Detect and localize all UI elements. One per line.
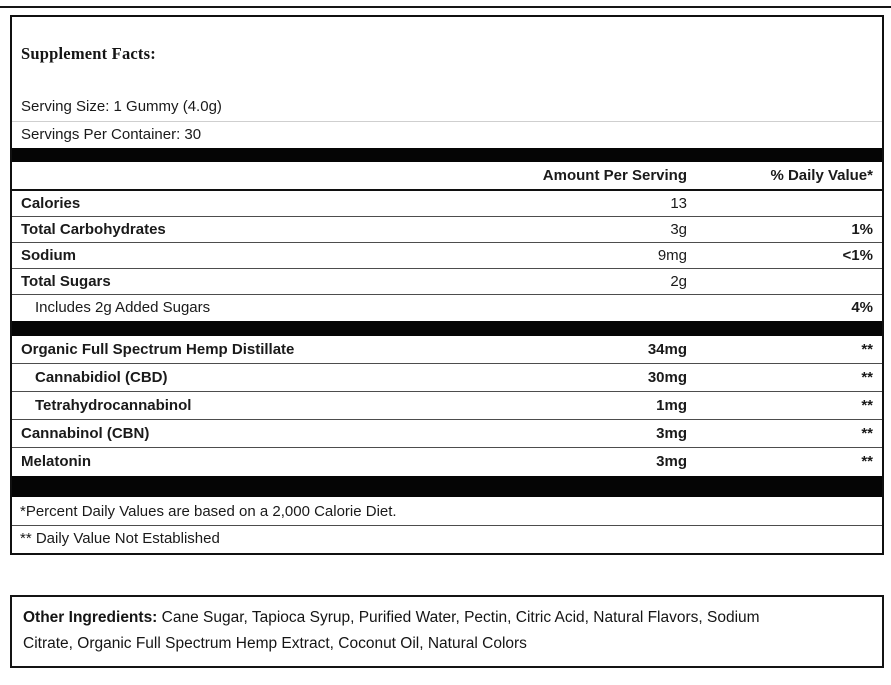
row-amount: 3g bbox=[670, 221, 687, 238]
supplement-row-melatonin: Melatonin 3mg ** bbox=[12, 448, 882, 476]
row-amount: 34mg bbox=[647, 341, 687, 358]
serving-size: Serving Size: 1 Gummy (4.0g) bbox=[12, 92, 882, 122]
supplement-facts-panel: Supplement Facts: Serving Size: 1 Gummy … bbox=[10, 15, 884, 555]
column-header-row: Amount Per Serving % Daily Value* bbox=[12, 162, 882, 191]
row-name: Sodium bbox=[21, 247, 76, 264]
servings-per-container: Servings Per Container: 30 bbox=[21, 126, 202, 143]
row-daily-value bbox=[687, 191, 882, 216]
nutrition-row-carbohydrates: Total Carbohydrates 3g 1% bbox=[12, 217, 882, 243]
row-amount: 3mg bbox=[656, 453, 687, 470]
header-amount-label: Amount Per Serving bbox=[542, 167, 687, 184]
facts-title: Supplement Facts: bbox=[21, 44, 156, 63]
supplement-row-thc: Tetrahydrocannabinol 1mg ** bbox=[12, 392, 882, 420]
row-daily-value: ** bbox=[861, 397, 873, 414]
row-daily-value: ** bbox=[861, 453, 873, 470]
title-block: Supplement Facts: bbox=[12, 17, 882, 92]
footnote-not-established: ** Daily Value Not Established bbox=[20, 530, 220, 547]
nutrition-row-calories: Calories 13 bbox=[12, 191, 882, 217]
row-name: Organic Full Spectrum Hemp Distillate bbox=[21, 341, 295, 358]
row-daily-value: ** bbox=[861, 341, 873, 358]
row-daily-value: 1% bbox=[851, 221, 873, 238]
nutrition-row-sodium: Sodium 9mg <1% bbox=[12, 243, 882, 269]
other-ingredients-label: Other Ingredients: bbox=[23, 609, 158, 626]
footnote-daily-values: *Percent Daily Values are based on a 2,0… bbox=[12, 497, 882, 526]
separator-bar bbox=[12, 148, 882, 162]
row-daily-value: 4% bbox=[851, 299, 873, 316]
row-daily-value: ** bbox=[861, 369, 873, 386]
header-daily-value-label: % Daily Value* bbox=[770, 167, 873, 184]
row-name: Melatonin bbox=[21, 453, 91, 470]
header-spacer bbox=[12, 162, 447, 189]
row-name: Total Sugars bbox=[21, 273, 111, 290]
row-amount: 30mg bbox=[647, 369, 687, 386]
row-amount: 13 bbox=[670, 195, 687, 212]
separator-bar bbox=[12, 321, 882, 336]
row-name: Total Carbohydrates bbox=[21, 221, 166, 238]
row-name: Cannabidiol (CBD) bbox=[35, 369, 168, 386]
nutrition-row-added-sugars: Includes 2g Added Sugars 4% bbox=[12, 295, 882, 321]
other-ingredients-box: Other Ingredients: Cane Sugar, Tapioca S… bbox=[10, 595, 884, 668]
row-amount: 9mg bbox=[657, 247, 687, 264]
row-amount: 2g bbox=[670, 273, 687, 290]
row-name: Includes 2g Added Sugars bbox=[35, 299, 211, 316]
supplement-row-hemp-distillate: Organic Full Spectrum Hemp Distillate 34… bbox=[12, 336, 882, 364]
row-amount: 3mg bbox=[656, 425, 687, 442]
row-name: Cannabinol (CBN) bbox=[21, 425, 150, 442]
nutrition-row-total-sugars: Total Sugars 2g bbox=[12, 269, 882, 295]
row-name: Tetrahydrocannabinol bbox=[35, 397, 192, 414]
row-daily-value: <1% bbox=[842, 247, 873, 264]
row-amount: 1mg bbox=[656, 397, 687, 414]
other-ingredients-text-line-2: Citrate, Organic Full Spectrum Hemp Extr… bbox=[23, 635, 527, 652]
supplement-row-cbd: Cannabidiol (CBD) 30mg ** bbox=[12, 364, 882, 392]
row-amount bbox=[447, 295, 687, 321]
other-ingredients-line-1: Other Ingredients: Cane Sugar, Tapioca S… bbox=[23, 605, 871, 631]
separator-bar bbox=[12, 476, 882, 497]
supplement-row-cbn: Cannabinol (CBN) 3mg ** bbox=[12, 420, 882, 448]
other-ingredients-text-line-1: Cane Sugar, Tapioca Syrup, Purified Wate… bbox=[161, 609, 760, 626]
row-daily-value: ** bbox=[861, 425, 873, 442]
top-rule bbox=[0, 6, 891, 8]
row-name: Calories bbox=[21, 195, 81, 212]
row-daily-value bbox=[687, 269, 882, 294]
